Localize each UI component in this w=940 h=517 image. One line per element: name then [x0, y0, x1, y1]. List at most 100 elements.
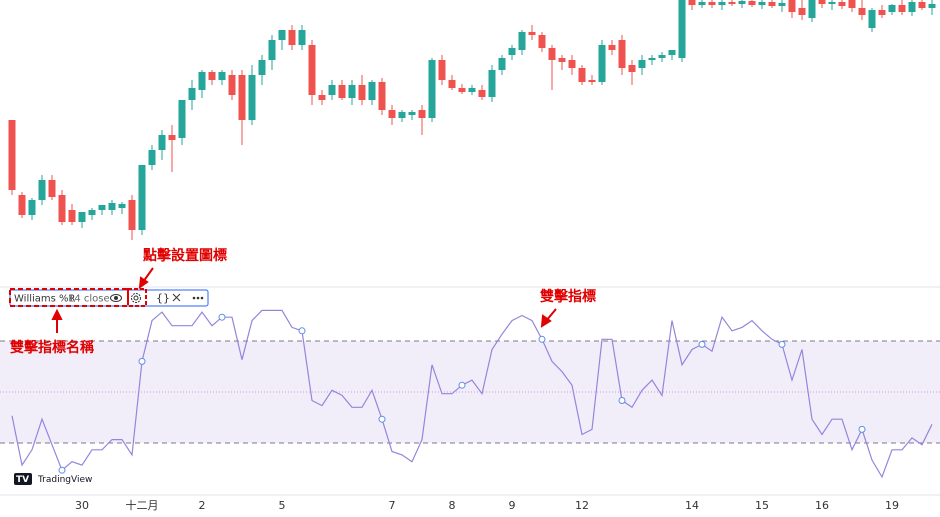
arrow [540, 308, 557, 328]
time-axis: 30 十二月 2 5 7 8 9 12 14 15 16 19 [75, 498, 899, 512]
candle-body [418, 110, 426, 118]
candle-body [638, 60, 646, 68]
candle-body [298, 30, 306, 45]
candle-body [58, 195, 66, 222]
x-tick-label: 5 [279, 499, 286, 512]
indicator-legend[interactable]: Williams %R 14 close {} [9, 289, 209, 307]
more-icon[interactable] [192, 296, 204, 300]
candle-body [568, 60, 576, 68]
candle-body [68, 210, 76, 222]
candle-body [698, 2, 706, 5]
candle-body [868, 10, 876, 28]
indicator-name[interactable]: Williams %R [14, 294, 76, 305]
candle-body [608, 45, 616, 50]
candle-body [818, 0, 826, 4]
candle-body [108, 203, 116, 210]
candle-body [828, 2, 836, 4]
candle-body [838, 2, 846, 6]
candle-body [438, 60, 446, 80]
candle-body [878, 10, 886, 15]
indicator-pane [0, 309, 940, 479]
line-point [138, 357, 146, 365]
candle-body [88, 210, 96, 215]
arrow [51, 308, 63, 333]
candle-body [358, 85, 366, 100]
candle-body [98, 205, 106, 210]
candle-body [188, 88, 196, 100]
x-tick-label: 8 [449, 499, 456, 512]
price-pane [8, 0, 936, 240]
watermark-text: TradingView [37, 475, 92, 485]
line-point [778, 340, 786, 348]
candle-body [448, 80, 456, 88]
candle-body [128, 200, 136, 230]
candle-body [728, 2, 736, 4]
candle-body [468, 88, 476, 92]
candle-body [738, 1, 746, 4]
candle-body [328, 85, 336, 95]
candle-body [428, 60, 436, 118]
annotation: 雙擊指標 [540, 288, 596, 305]
x-tick-label: 16 [815, 499, 829, 512]
candle-body [28, 200, 36, 215]
candle-body [368, 82, 376, 100]
candle-body [268, 40, 276, 60]
candle-body [618, 40, 626, 68]
candle-body [758, 2, 766, 5]
candle-body [278, 30, 286, 40]
line-point [58, 466, 66, 474]
candle-body [248, 75, 256, 120]
candle-body [48, 180, 56, 197]
candle-body [928, 4, 936, 8]
candle-body [788, 0, 796, 12]
candle-body [198, 72, 206, 90]
candle-body [288, 30, 296, 45]
candle-body [858, 8, 866, 15]
candle-body [158, 135, 166, 150]
candle-body [498, 58, 506, 70]
candle-body [538, 35, 546, 48]
candle-body [578, 68, 586, 82]
candle-body [898, 5, 906, 12]
candle-body [918, 2, 926, 8]
candle-body [688, 0, 696, 5]
candle-body [508, 48, 516, 55]
candle-body [348, 85, 356, 98]
candle-body [658, 55, 666, 58]
x-tick-label: 9 [509, 499, 516, 512]
candle-body [768, 2, 776, 6]
candle-body [238, 75, 246, 120]
svg-text:TV: TV [16, 475, 29, 485]
line-point [458, 381, 466, 389]
source-icon[interactable]: {} [156, 292, 170, 305]
candle-body [558, 58, 566, 62]
settings-icon[interactable] [131, 293, 141, 303]
candle-body [748, 1, 756, 5]
remove-icon[interactable] [172, 293, 181, 302]
candle-body [628, 65, 636, 72]
indicator-line [11, 309, 933, 479]
candle-body [908, 2, 916, 12]
candle-body [38, 180, 46, 200]
x-tick-label: 15 [755, 499, 769, 512]
line-point [618, 397, 626, 404]
candle-body [458, 88, 466, 92]
candle-body [228, 75, 236, 95]
candle-body [668, 50, 676, 55]
x-tick-label: 12 [575, 499, 589, 512]
candle-body [488, 70, 496, 97]
highlight-box [9, 288, 129, 307]
candle-body [798, 8, 806, 15]
candle-body [118, 204, 126, 208]
candle-body [528, 32, 536, 35]
x-tick-label: 7 [389, 499, 396, 512]
candle-body [888, 5, 896, 12]
eye-icon[interactable] [110, 294, 122, 302]
x-tick-label: 19 [885, 499, 899, 512]
candle-body [18, 195, 26, 215]
candle-body [718, 2, 726, 5]
candle-body [208, 72, 216, 80]
candle-body [518, 32, 526, 50]
annotation: 點擊設置圖標 [143, 247, 227, 264]
